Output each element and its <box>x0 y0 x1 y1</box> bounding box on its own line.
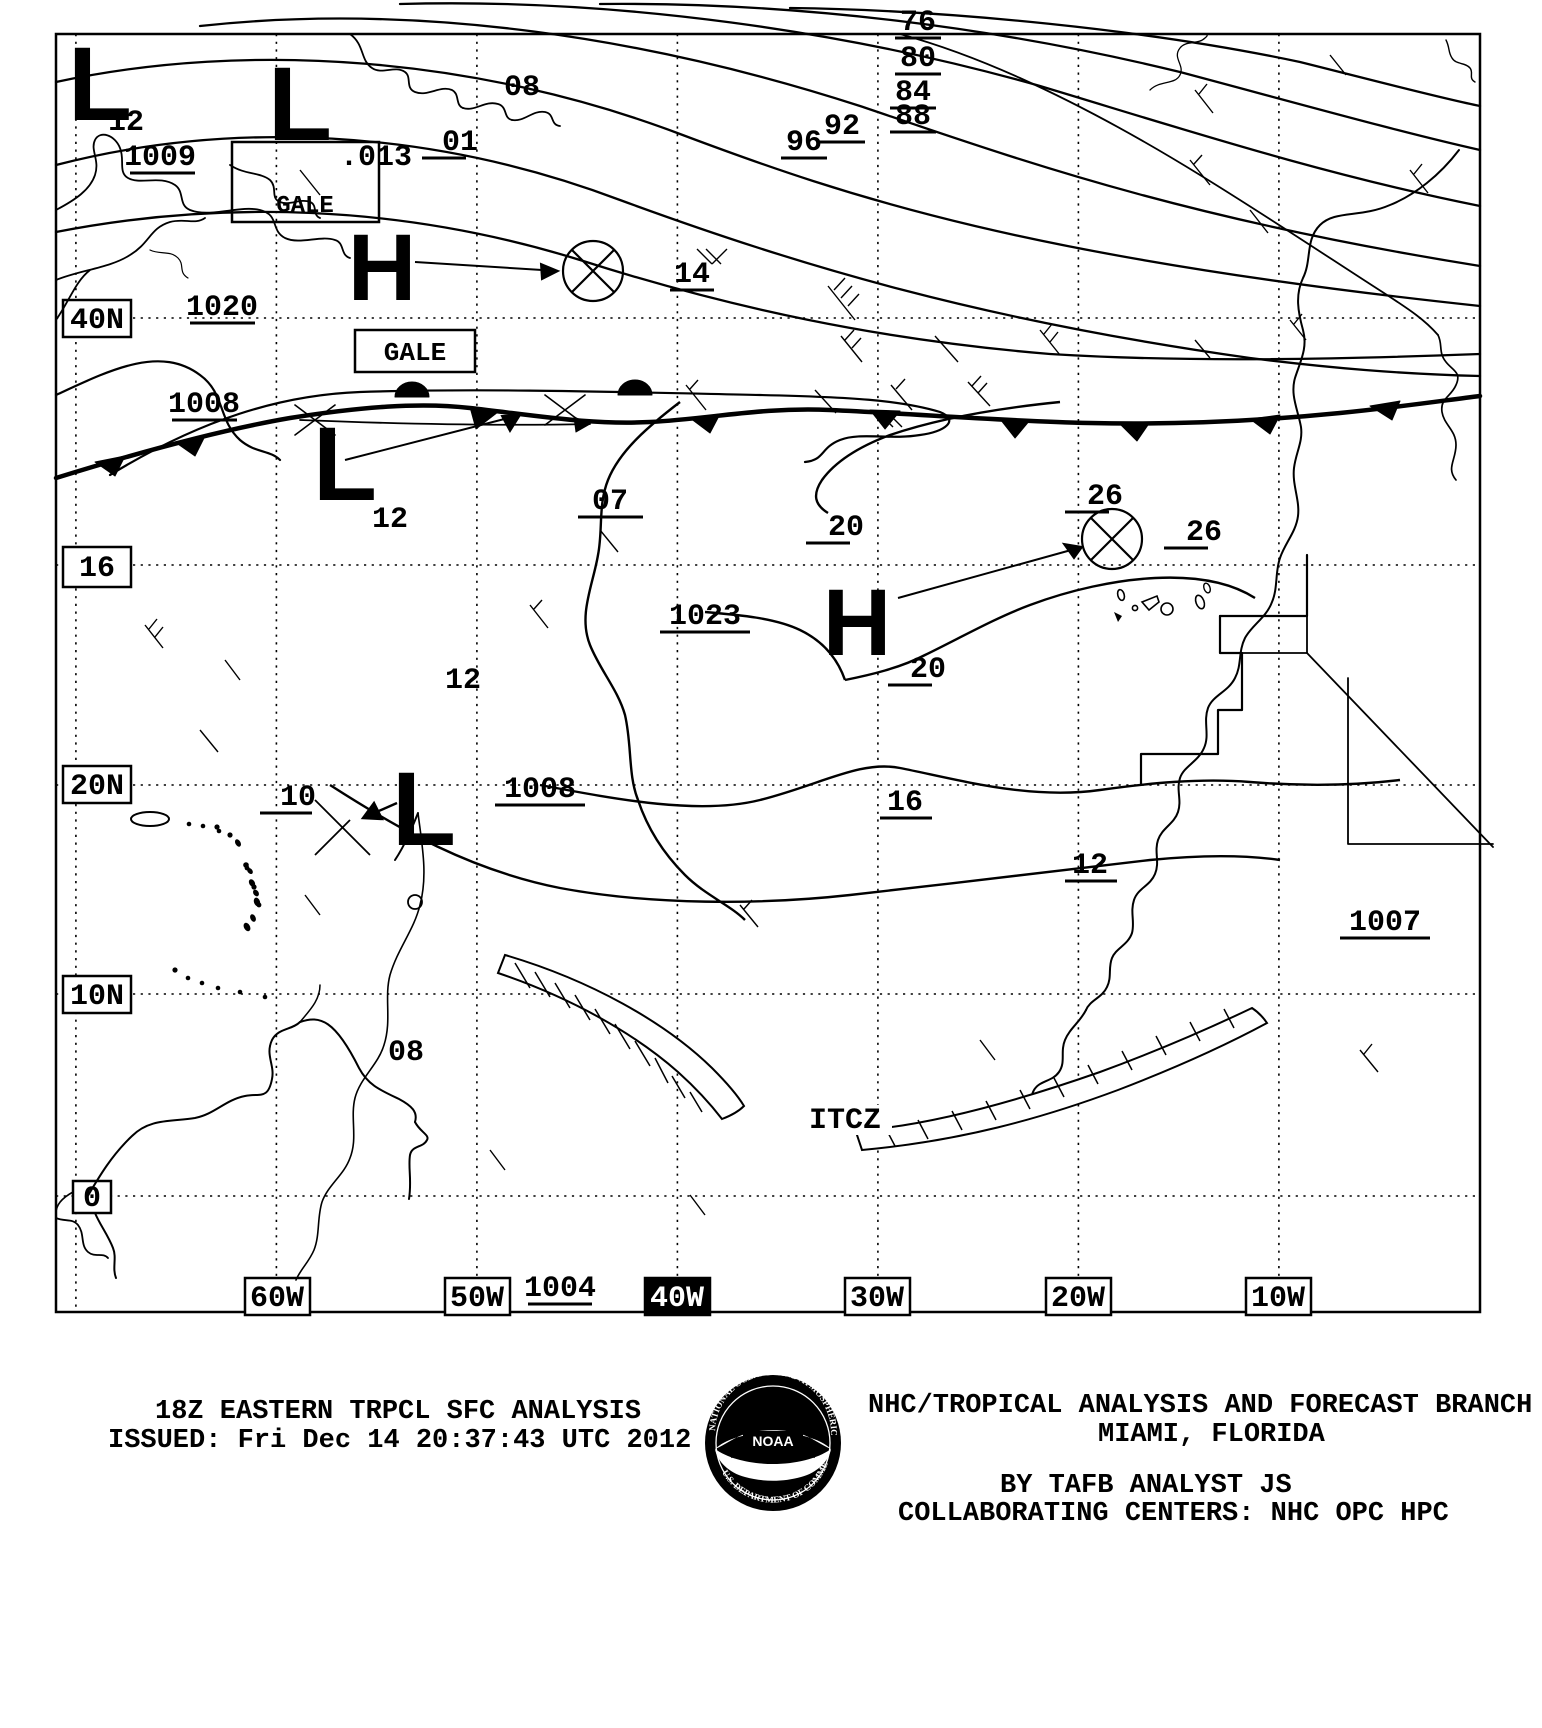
svg-text:07: 07 <box>592 485 628 519</box>
svg-text:1004: 1004 <box>524 1272 596 1306</box>
svg-text:1008: 1008 <box>168 388 240 422</box>
svg-text:60W: 60W <box>250 1282 304 1316</box>
svg-text:08: 08 <box>388 1036 424 1070</box>
svg-text:50W: 50W <box>450 1282 504 1316</box>
svg-text:1009: 1009 <box>124 141 196 175</box>
svg-text:30W: 30W <box>850 1282 904 1316</box>
svg-text:MIAMI, FLORIDA: MIAMI, FLORIDA <box>1098 1420 1326 1450</box>
svg-text:1020: 1020 <box>186 291 258 325</box>
svg-text:ISSUED: Fri Dec 14 20:37:43 UT: ISSUED: Fri Dec 14 20:37:43 UTC 2012 <box>108 1426 691 1456</box>
svg-text:L: L <box>268 46 332 163</box>
svg-text:14: 14 <box>674 258 710 292</box>
svg-text:H: H <box>823 570 892 676</box>
svg-text:ITCZ: ITCZ <box>809 1104 881 1138</box>
svg-text:GALE: GALE <box>276 193 334 220</box>
svg-text:12: 12 <box>372 503 408 537</box>
svg-text:H: H <box>348 215 417 321</box>
svg-text:COLLABORATING CENTERS: NHC OPC: COLLABORATING CENTERS: NHC OPC HPC <box>898 1499 1449 1529</box>
svg-text:40W: 40W <box>650 1282 704 1316</box>
svg-text:92: 92 <box>824 110 860 144</box>
svg-text:96: 96 <box>786 126 822 160</box>
svg-text:1023: 1023 <box>669 600 741 634</box>
svg-text:08: 08 <box>504 71 540 105</box>
svg-text:1007: 1007 <box>1349 906 1421 940</box>
svg-text:16: 16 <box>887 786 923 820</box>
svg-text:88: 88 <box>895 100 931 134</box>
svg-text:20: 20 <box>828 511 864 545</box>
svg-text:16: 16 <box>79 552 115 586</box>
svg-text:10: 10 <box>280 781 316 815</box>
svg-text:80: 80 <box>900 42 936 76</box>
svg-text:NOAA: NOAA <box>752 1433 793 1449</box>
svg-text:10N: 10N <box>70 980 124 1014</box>
svg-text:26: 26 <box>1186 516 1222 550</box>
svg-text:GALE: GALE <box>384 338 446 368</box>
svg-text:.013: .013 <box>340 141 412 175</box>
svg-text:NHC/TROPICAL ANALYSIS AND FORE: NHC/TROPICAL ANALYSIS AND FORECAST BRANC… <box>868 1391 1532 1421</box>
svg-text:12: 12 <box>445 664 481 698</box>
svg-text:40N: 40N <box>70 304 124 338</box>
svg-text:BY TAFB ANALYST JS: BY TAFB ANALYST JS <box>1000 1471 1292 1501</box>
svg-text:20: 20 <box>910 653 946 687</box>
svg-text:20N: 20N <box>70 770 124 804</box>
svg-text:20W: 20W <box>1051 1282 1105 1316</box>
svg-text:26: 26 <box>1087 480 1123 514</box>
svg-text:12: 12 <box>108 106 144 140</box>
svg-text:01: 01 <box>442 126 478 160</box>
svg-text:L: L <box>313 406 377 523</box>
svg-text:10W: 10W <box>1251 1282 1305 1316</box>
svg-text:18Z EASTERN TRPCL SFC ANALYSIS: 18Z EASTERN TRPCL SFC ANALYSIS <box>155 1397 641 1427</box>
